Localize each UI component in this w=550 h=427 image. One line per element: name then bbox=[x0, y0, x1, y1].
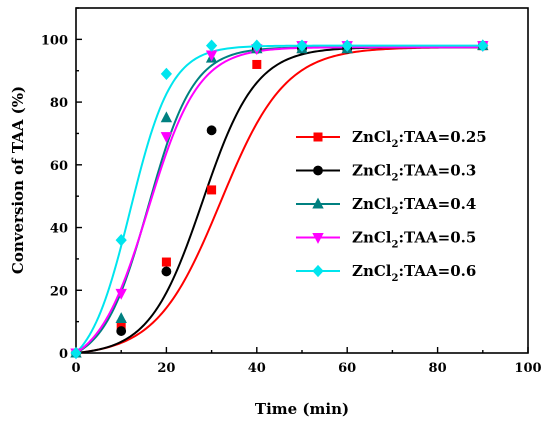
legend-label-sub: 2 bbox=[392, 273, 399, 284]
series-3-point bbox=[115, 288, 127, 300]
legend-label-sub: 2 bbox=[392, 206, 399, 217]
series-2-point bbox=[115, 312, 127, 324]
legend-label-sub: 2 bbox=[392, 173, 399, 184]
series-3-point bbox=[160, 132, 173, 143]
x-tick-label: 0 bbox=[71, 361, 80, 376]
series-4-point bbox=[341, 39, 353, 52]
series-4-point bbox=[251, 39, 263, 52]
y-tick-label: 100 bbox=[41, 33, 68, 48]
y-tick-label: 60 bbox=[50, 159, 68, 174]
legend-label-main: ZnCl bbox=[352, 195, 392, 213]
x-tick-label: 80 bbox=[429, 361, 447, 376]
legend-label-rest: :TAA=0.25 bbox=[398, 128, 486, 146]
y-tick-label: 20 bbox=[50, 284, 68, 299]
series-3-fit-line bbox=[75, 46, 483, 354]
data-markers bbox=[70, 39, 489, 360]
legend-marker-4 bbox=[312, 264, 324, 278]
series-4-fit-line bbox=[75, 44, 483, 354]
series-4-point bbox=[70, 346, 82, 360]
legend-label-2: ZnCl2:TAA=0.4 bbox=[352, 195, 476, 217]
legend-label-4: ZnCl2:TAA=0.6 bbox=[352, 262, 476, 284]
series-0-point bbox=[252, 59, 262, 69]
x-axis-title: Time (min) bbox=[255, 400, 349, 418]
x-tick-label: 40 bbox=[248, 361, 266, 376]
legend-label-sub: 2 bbox=[392, 139, 399, 150]
series-0-point bbox=[207, 185, 217, 195]
x-tick-label: 100 bbox=[514, 361, 541, 376]
legend-marker-0 bbox=[313, 132, 323, 142]
legend: ZnCl2:TAA=0.25ZnCl2:TAA=0.3ZnCl2:TAA=0.4… bbox=[296, 128, 487, 284]
legend-label-1: ZnCl2:TAA=0.3 bbox=[352, 162, 476, 184]
series-2-point bbox=[160, 111, 173, 123]
axis-ticks: 0 20 40 60 80 100 0 20 40 60 80 100 bbox=[41, 7, 542, 376]
x-tick-label: 60 bbox=[338, 361, 356, 376]
series-4-point bbox=[205, 39, 218, 52]
series-1-point bbox=[161, 266, 172, 277]
series-1-point bbox=[206, 125, 217, 136]
y-tick-label: 80 bbox=[50, 96, 68, 111]
legend-marker-3 bbox=[312, 233, 324, 244]
legend-label-main: ZnCl bbox=[352, 229, 392, 247]
legend-label-main: ZnCl bbox=[352, 262, 392, 280]
legend-label-rest: :TAA=0.3 bbox=[398, 162, 476, 180]
series-4-point bbox=[477, 39, 489, 52]
y-axis-title: Conversion of TAA (%) bbox=[9, 86, 27, 274]
series-0-point bbox=[161, 257, 171, 267]
plot-area bbox=[75, 7, 529, 354]
series-4-point bbox=[160, 67, 173, 81]
legend-label-rest: :TAA=0.6 bbox=[398, 262, 476, 280]
legend-label-3: ZnCl2:TAA=0.5 bbox=[352, 229, 476, 251]
series-1-point bbox=[116, 326, 127, 336]
legend-label-sub: 2 bbox=[392, 240, 399, 251]
legend-marker-2 bbox=[312, 197, 324, 209]
legend-label-rest: :TAA=0.5 bbox=[398, 229, 476, 247]
legend-label-0: ZnCl2:TAA=0.25 bbox=[352, 128, 487, 150]
legend-label-rest: :TAA=0.4 bbox=[398, 195, 476, 213]
legend-marker-1 bbox=[313, 165, 323, 176]
plot-frame bbox=[75, 7, 529, 354]
y-tick-label: 0 bbox=[59, 347, 68, 362]
fit-curves bbox=[75, 44, 483, 354]
y-tick-label: 40 bbox=[50, 222, 68, 237]
legend-label-main: ZnCl bbox=[352, 162, 392, 180]
series-4-point bbox=[296, 39, 308, 52]
legend-label-main: ZnCl bbox=[352, 128, 392, 146]
x-tick-label: 20 bbox=[157, 361, 175, 376]
series-4-point bbox=[115, 233, 127, 247]
